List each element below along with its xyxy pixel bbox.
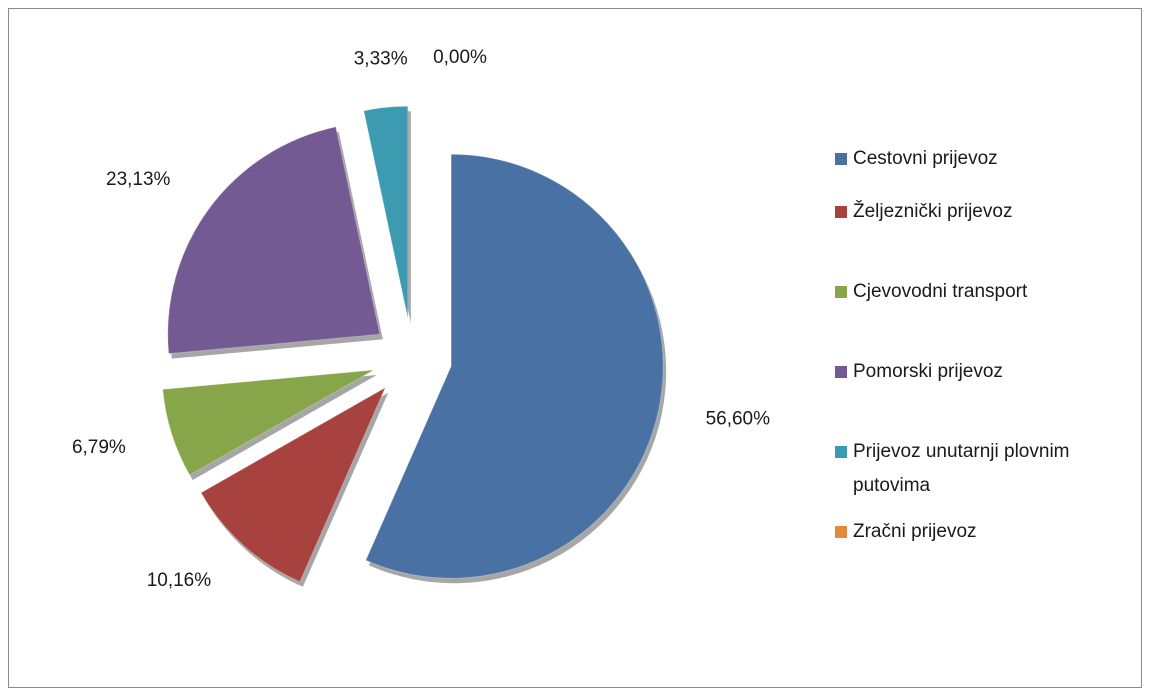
data-label: 3,33%: [354, 49, 408, 70]
legend-label: Zračni prijevoz: [853, 521, 977, 542]
legend-label: Željeznički prijevoz: [853, 201, 1013, 222]
slice: [162, 369, 375, 476]
data-label: 6,79%: [72, 437, 126, 458]
legend-swatch: [835, 446, 847, 458]
legend-label: Prijevoz unutarnji plovnim putovima: [853, 441, 1070, 496]
data-label: 10,16%: [147, 570, 212, 591]
legend-label: Cestovni prijevoz: [853, 148, 998, 169]
legend-item: Zračni prijevoz: [835, 515, 1135, 549]
legend-swatch: [835, 366, 847, 378]
slice: [363, 105, 409, 319]
slice: [365, 153, 664, 579]
data-label: 23,13%: [106, 169, 171, 190]
legend-item: Pomorski prijevoz: [835, 355, 1135, 389]
legend-swatch: [835, 286, 847, 298]
slice: [200, 386, 387, 583]
legend-item: Željeznički prijevoz: [835, 195, 1135, 229]
legend-label: Cjevovodni transport: [853, 281, 1028, 302]
slice: [167, 126, 381, 355]
legend-label: Pomorski prijevoz: [853, 361, 1003, 382]
legend-item: Prijevoz unutarnji plovnim putovima: [835, 435, 1135, 503]
legend-item: Cjevovodni transport: [835, 275, 1135, 309]
legend-swatch: [835, 153, 847, 165]
legend-swatch: [835, 526, 847, 538]
legend-item: Cestovni prijevoz: [835, 142, 1135, 176]
data-label: 0,00%: [433, 47, 487, 68]
legend-swatch: [835, 206, 847, 218]
data-label: 56,60%: [706, 409, 771, 430]
